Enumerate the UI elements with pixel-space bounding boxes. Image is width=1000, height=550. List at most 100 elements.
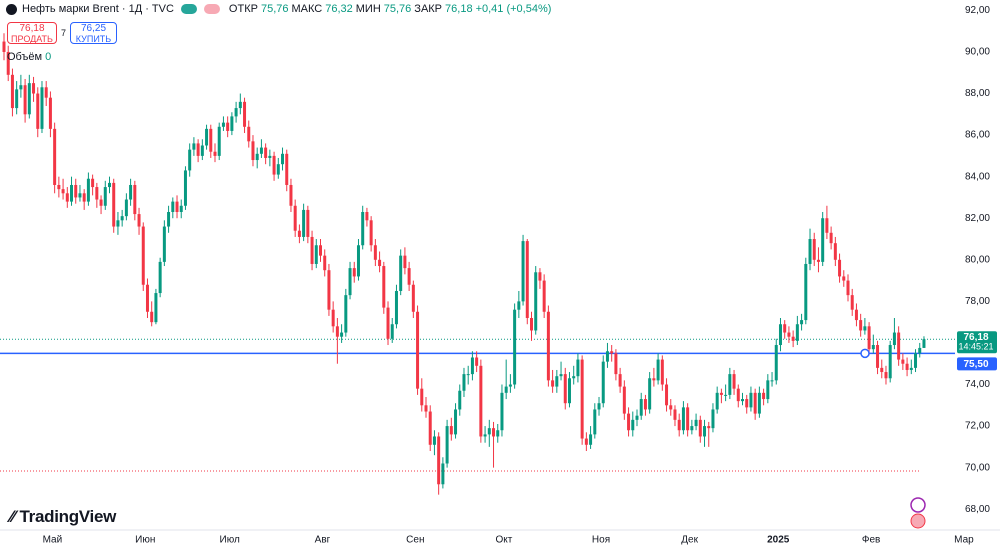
candle-body <box>593 409 597 435</box>
y-tick-label: 78,00 <box>965 296 990 307</box>
x-tick-label: Авг <box>315 535 331 546</box>
candle-body <box>665 384 669 406</box>
candle-body <box>335 326 339 337</box>
y-tick-label: 86,00 <box>965 130 990 141</box>
sell-button[interactable]: 76,18 ПРОДАТЬ <box>7 22 57 44</box>
candle-body <box>909 367 913 370</box>
candle-body <box>914 353 918 368</box>
candle-body <box>154 293 158 323</box>
candle-body <box>686 407 690 431</box>
candle-body <box>116 220 120 227</box>
sell-price: 76,18 <box>19 23 45 34</box>
candle-body <box>238 101 242 109</box>
candle-body <box>821 218 825 262</box>
candle-body <box>724 394 728 396</box>
candle-body <box>361 212 365 246</box>
candle-body <box>344 295 348 333</box>
close-label: ЗАКР <box>414 3 443 15</box>
candle-body <box>825 218 829 233</box>
candle-body <box>230 116 234 131</box>
candle-body <box>183 170 187 206</box>
candle-body <box>892 332 896 346</box>
candle-body <box>631 419 635 431</box>
candle-body <box>703 426 707 437</box>
symbol[interactable]: Нефть марки Brent · 1Д · TVC <box>22 3 174 15</box>
buy-button[interactable]: 76,25 КУПИТЬ <box>70 22 117 44</box>
candle-body <box>2 41 6 52</box>
candle-body <box>504 386 508 393</box>
candle-body <box>496 430 500 437</box>
candle-body <box>441 463 445 485</box>
y-tick-label: 68,00 <box>965 504 990 515</box>
candle-body <box>783 324 787 333</box>
candle-body <box>382 266 386 308</box>
candle-body <box>745 399 749 408</box>
candle-body <box>167 212 171 227</box>
alert-marker <box>860 348 870 359</box>
candle-body <box>732 374 736 389</box>
candle-body <box>103 187 107 206</box>
x-tick-label: Май <box>43 535 63 546</box>
candle-body <box>378 259 382 267</box>
candle-body <box>622 386 626 414</box>
x-tick-label: Фев <box>862 535 880 546</box>
change: +0,41 (+0,54%) <box>475 3 552 15</box>
candle-body <box>424 405 428 412</box>
x-tick-label: Сен <box>406 535 424 546</box>
candle-body <box>719 392 723 395</box>
candle-body <box>53 128 57 185</box>
candle-body <box>808 239 812 264</box>
alert-label: 75,50 <box>963 359 988 370</box>
candle-body <box>736 388 740 402</box>
candle-body <box>112 182 116 227</box>
status-icon <box>180 4 197 14</box>
alert-badge <box>957 357 997 371</box>
candle-body <box>711 409 715 429</box>
candle-body <box>158 261 162 294</box>
flash-icon <box>910 497 926 513</box>
candle-body <box>859 320 863 331</box>
candle-body <box>618 374 622 387</box>
candle-body <box>445 426 449 464</box>
candle-body <box>40 87 44 129</box>
candle-body <box>428 411 432 445</box>
candle-body <box>23 85 27 115</box>
candle-body <box>525 241 529 318</box>
logo[interactable]: ⁄⁄ TradingView <box>10 507 117 526</box>
candle-body <box>272 155 276 175</box>
candle-body <box>221 122 225 127</box>
candle-body <box>319 245 322 256</box>
candle-body <box>65 193 69 202</box>
candle-body <box>479 365 483 437</box>
candle-body <box>192 143 196 150</box>
candle-body <box>690 426 694 431</box>
candle-body <box>884 372 888 379</box>
candle-body <box>462 374 466 391</box>
spread: 7 <box>61 28 67 38</box>
candle-body <box>314 245 318 264</box>
candle-body <box>816 259 820 262</box>
candle-body <box>171 201 175 212</box>
x-tick-label: Мар <box>954 535 974 546</box>
candle-body <box>475 357 479 366</box>
candle-body <box>99 199 103 206</box>
candle-body <box>137 214 141 227</box>
candle-body <box>597 403 601 410</box>
y-tick-label: 72,00 <box>965 421 990 432</box>
candle-body <box>403 255 407 269</box>
candle-body <box>243 101 247 127</box>
candle-body <box>517 301 521 310</box>
candle-body <box>572 376 576 379</box>
candle-body <box>897 332 901 360</box>
candle-body <box>513 309 517 385</box>
candle-body <box>804 263 808 321</box>
candle-body <box>348 268 352 296</box>
candle-body <box>838 259 842 277</box>
x-tick-label: Окт <box>496 535 513 546</box>
candle-body <box>863 326 867 331</box>
candle-body <box>217 126 221 156</box>
candle-body <box>70 184 74 202</box>
candle-body <box>833 243 837 260</box>
candle-body <box>605 351 609 362</box>
